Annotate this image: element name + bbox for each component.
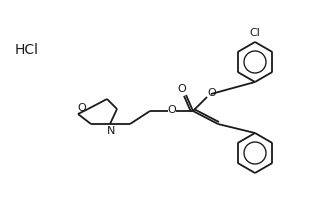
Text: N: N	[107, 126, 115, 136]
Text: Cl: Cl	[250, 28, 261, 38]
Text: HCl: HCl	[15, 43, 39, 57]
Text: O: O	[178, 84, 186, 94]
Text: O: O	[207, 88, 217, 98]
Text: O: O	[78, 103, 86, 113]
Text: O: O	[168, 105, 176, 115]
